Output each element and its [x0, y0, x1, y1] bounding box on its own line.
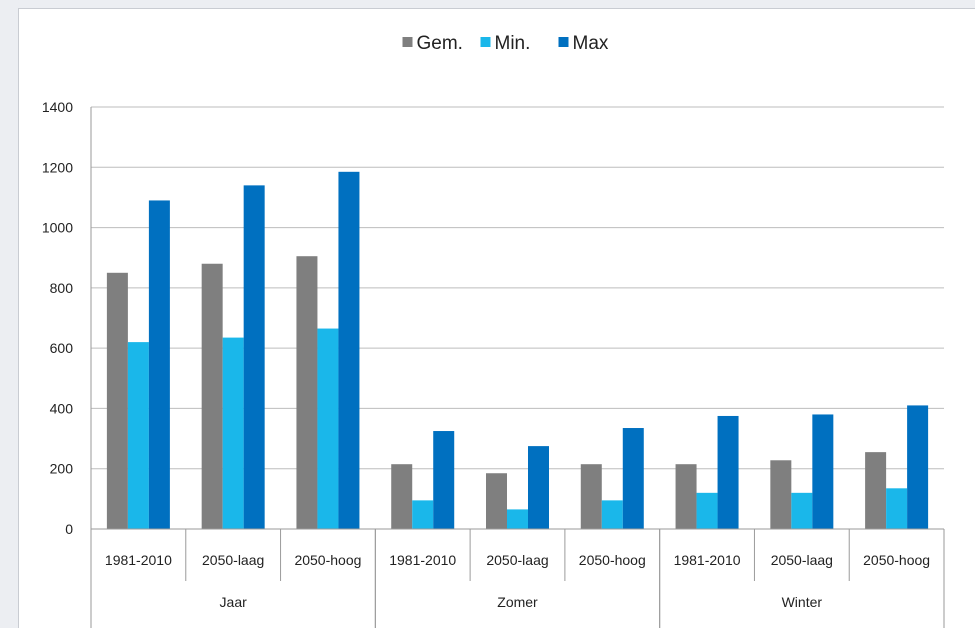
bar-min	[601, 500, 623, 529]
bar-gem	[486, 473, 507, 529]
x-tick-label: 2050-laag	[486, 552, 548, 568]
bar-max	[528, 446, 549, 529]
y-axis: 0 200 400 600 800 1000 1200 1400	[42, 99, 92, 537]
x-group-label: Zomer	[497, 594, 538, 610]
bar-min	[127, 342, 149, 529]
legend-swatch	[480, 37, 491, 47]
bar-min	[412, 500, 434, 529]
bar-min	[317, 328, 339, 529]
x-axis: 1981-2010 2050-laag 2050-hoog Jaar 1981-2010…	[90, 528, 945, 628]
bar-max	[148, 200, 170, 529]
legend-label: Min.	[495, 33, 531, 54]
bar-max	[907, 405, 929, 529]
y-tick-label: 400	[50, 400, 74, 416]
bar-gem	[770, 460, 792, 529]
bar-min	[222, 337, 244, 529]
y-tick-label: 200	[50, 461, 74, 477]
bar-gem	[201, 263, 223, 529]
bar-min	[886, 488, 908, 529]
bar-gem	[675, 464, 697, 529]
bar-gem	[106, 272, 128, 529]
x-tick-label: 1981-2010	[674, 552, 741, 568]
y-tick-label: 1000	[42, 220, 73, 236]
x-tick-label: 2050-laag	[202, 552, 264, 568]
bar-min	[791, 492, 813, 529]
x-tick-label: 1981-2010	[389, 552, 456, 568]
bar-gem	[296, 256, 318, 529]
legend-label: Gem.	[417, 33, 463, 54]
x-tick-label: 2050-hoog	[863, 552, 930, 568]
bar-gem	[865, 452, 887, 529]
bar-chart: 0 200 400 600 800 1000 1200 1400 1981-2010 2050-…	[42, 33, 945, 628]
x-tick-label: 2050-laag	[771, 552, 833, 568]
legend-label: Max	[573, 33, 609, 54]
bar-max	[812, 414, 834, 529]
y-tick-label: 600	[50, 340, 74, 356]
bar-max	[717, 415, 739, 529]
bar-max	[622, 428, 644, 529]
x-tick-label: 2050-hoog	[579, 552, 646, 568]
x-group-label: Winter	[782, 594, 823, 610]
x-tick-label: 1981-2010	[105, 552, 172, 568]
bar-min	[696, 492, 718, 529]
bar-max	[243, 185, 265, 529]
y-tick-label: 1400	[42, 99, 73, 115]
x-group-label: Jaar	[220, 594, 248, 610]
bar-gem	[391, 464, 413, 529]
legend: Gem. Min. Max	[402, 33, 609, 54]
y-tick-label: 1200	[42, 159, 73, 175]
chart-panel: 0 200 400 600 800 1000 1200 1400 1981-2010 2050-…	[18, 8, 975, 628]
bar-max	[338, 171, 360, 530]
y-tick-label: 0	[65, 521, 73, 537]
bars	[106, 171, 929, 530]
legend-swatch	[402, 37, 413, 47]
y-tick-label: 800	[50, 280, 74, 296]
bar-max	[433, 431, 455, 529]
legend-swatch	[558, 37, 569, 47]
bar-gem	[580, 464, 602, 529]
x-tick-label: 2050-hoog	[294, 552, 361, 568]
bar-min	[507, 509, 528, 529]
